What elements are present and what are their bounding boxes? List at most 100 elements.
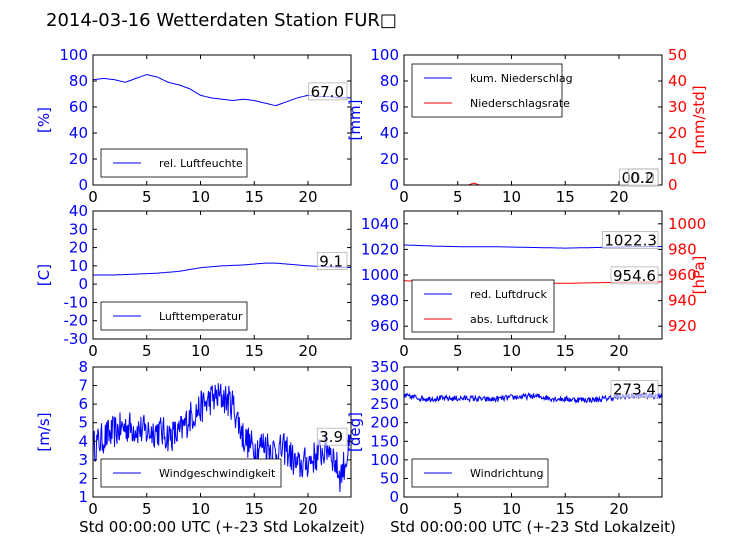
y-tick-label: 20: [69, 150, 88, 168]
y-tick-label: 60: [380, 98, 399, 116]
legend-label: kum. Niederschlag: [470, 72, 573, 85]
value-annotation-box: [610, 380, 659, 398]
legend-box: [411, 63, 563, 118]
x-axis-label-left: Std 00:00:00 UTC (+-23 Std Lokalzeit): [79, 518, 365, 536]
x-tick-label: 0: [88, 188, 98, 206]
y-tick-label: 0: [78, 176, 88, 194]
y-tick-label: 8: [78, 358, 88, 376]
y-right-tick-label: 940: [668, 292, 697, 310]
y-right-axis-label: [hPa]: [690, 256, 708, 295]
y-tick-label: 150: [370, 432, 399, 450]
legend-label: Niederschlagsrate: [470, 97, 570, 110]
y-right-tick-label: 20: [668, 124, 687, 142]
legend-label: Windgeschwindigkeit: [159, 467, 276, 480]
x-tick-label: 5: [142, 342, 152, 360]
y-tick-label: 7: [78, 377, 88, 395]
legend-label: Windrichtung: [470, 467, 543, 480]
x-tick-label: 20: [298, 500, 317, 518]
series-line: [93, 74, 351, 107]
y-tick-label: 50: [380, 469, 399, 487]
x-tick-label: 0: [399, 188, 409, 206]
y-tick-label: 250: [370, 395, 399, 413]
y-tick-label: 80: [380, 72, 399, 90]
value-annotation-box: [610, 266, 659, 285]
x-tick-label: 15: [245, 500, 264, 518]
x-tick-label: 20: [609, 500, 628, 518]
y-tick-label: 0: [389, 176, 399, 194]
y-tick-label: 40: [69, 124, 88, 142]
axes-frame: [92, 366, 352, 498]
y-right-axis-label: [mm/std]: [690, 85, 708, 154]
y-axis-label: [m/s]: [35, 412, 53, 451]
x-tick-label: 15: [245, 188, 264, 206]
chart-panel: 0 5 10 15 20050100150200250300350[deg]273.4W…: [346, 358, 663, 518]
chart-panel: 0 5 10 15 20 960 980 1000 1020 1040 920 940 960 980 10…: [361, 210, 708, 360]
x-tick-label: 0: [399, 342, 409, 360]
y-tick-label: 1000: [361, 266, 399, 284]
axes-frame: [403, 54, 663, 186]
y-right-tick-label: 10: [668, 150, 687, 168]
x-tick-label: 15: [245, 342, 264, 360]
axes-frame: [92, 54, 352, 186]
x-tick-label: 0: [88, 500, 98, 518]
y-tick-label: 0: [389, 488, 399, 506]
y-tick-label: 80: [69, 72, 88, 90]
chart-panel: 0 5 10 15 20 0 20 40 60 80 100 [%] 67.0 rel. Luftfeuc…: [35, 46, 352, 206]
legend-box: [100, 148, 248, 178]
y-right-tick-label: 920: [668, 317, 697, 335]
x-axis-label-right: Std 00:00:00 UTC (+-23 Std Lokalzeit): [390, 518, 676, 536]
y-tick-label: 1020: [361, 240, 399, 258]
y-tick-label: 30: [69, 220, 88, 238]
y-tick-label: 20: [380, 150, 399, 168]
figure-title: 2014-03-16 Wetterdaten Station FUR□: [46, 10, 397, 31]
y-tick-label: 6: [78, 395, 88, 413]
x-tick-label: 0: [88, 342, 98, 360]
y-tick-label: 20: [69, 239, 88, 257]
value-annotation: 67.0: [311, 83, 344, 101]
y-right-tick-label: 40: [668, 72, 687, 90]
y-right-tick-label: 0: [668, 176, 678, 194]
value-annotation: 273.4: [613, 381, 656, 399]
y-axis-label: [C]: [35, 264, 53, 286]
x-tick-label: 10: [191, 342, 210, 360]
x-tick-label: 0: [399, 500, 409, 518]
series-line: [93, 383, 351, 493]
value-annotation-box: [316, 427, 348, 446]
y-tick-label: 200: [370, 414, 399, 432]
y-axis-label: [deg]: [346, 412, 364, 452]
y-tick-label: 100: [370, 451, 399, 469]
x-tick-label: 5: [142, 500, 152, 518]
x-tick-label: 5: [453, 188, 463, 206]
y-tick-label: 1040: [361, 215, 399, 233]
axes-frame: [403, 366, 663, 498]
y-tick-label: 40: [380, 124, 399, 142]
x-tick-label: 15: [556, 342, 575, 360]
value-annotation: 954.6: [613, 267, 656, 285]
y-tick-label: -30: [64, 330, 89, 348]
y-tick-label: 100: [59, 46, 88, 64]
y-tick-label: 980: [370, 292, 399, 310]
y-tick-label: 4: [78, 432, 88, 450]
y-right-tick-label: 50: [668, 46, 687, 64]
y-tick-label: 3: [78, 451, 88, 469]
x-tick-label: 10: [502, 188, 521, 206]
x-tick-label: 20: [298, 342, 317, 360]
value-annotation: 1022.3: [604, 231, 657, 249]
x-tick-label: 10: [502, 500, 521, 518]
x-tick-label: 20: [298, 188, 317, 206]
x-tick-label: 15: [556, 500, 575, 518]
y-tick-label: 1: [78, 488, 88, 506]
y-tick-label: 960: [370, 317, 399, 335]
value-annotation: 3.9: [319, 428, 343, 446]
y-tick-label: 40: [69, 202, 88, 220]
y-axis-label: [mm]: [346, 100, 364, 141]
y-right-tick-label: 1000: [668, 215, 706, 233]
series-group: [93, 262, 351, 276]
legend-label: rel. Luftfeuchte: [159, 157, 243, 170]
y-right-tick-label: 30: [668, 98, 687, 116]
y-right-tick-label: 980: [668, 240, 697, 258]
y-tick-label: 100: [370, 46, 399, 64]
legend-box: [411, 279, 555, 333]
legend-label: abs. Luftdruck: [470, 313, 549, 326]
series-line: [93, 262, 351, 276]
